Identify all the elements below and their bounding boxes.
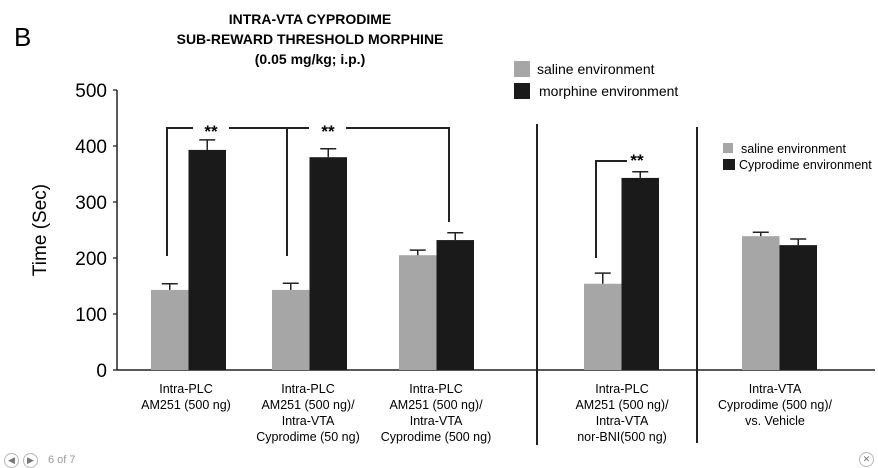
category-label-line: Intra-PLC	[281, 382, 335, 396]
prev-button[interactable]: ◀	[4, 452, 19, 468]
y-tick-label: 400	[75, 137, 107, 158]
category-label-line: AM251 (500 ng)/	[261, 398, 355, 412]
y-tick-label: 500	[75, 81, 107, 102]
y-tick-label: 0	[96, 361, 107, 382]
viewer-nav: ◀ ▶ 6 of 7	[4, 452, 76, 468]
bar	[399, 255, 437, 370]
significance-bracket	[595, 160, 627, 258]
category-label-line: Intra-PLC	[159, 382, 213, 396]
chart-title-line-1: INTRA-VTA CYPRODIME	[229, 11, 392, 27]
category-label-line: vs. Vehicle	[745, 414, 805, 428]
bar	[742, 236, 780, 370]
bar	[621, 177, 659, 370]
significance-stars: **	[630, 151, 644, 170]
category-label-line: AM251 (500 ng)/	[575, 398, 669, 412]
legend2-label-cyprodime: Cyprodime environment	[739, 158, 872, 172]
arrow-right-icon: ▶	[27, 454, 34, 465]
legend2-swatch-cyprodime	[723, 159, 735, 170]
y-tick-label: 100	[75, 305, 107, 326]
chart-title-line-2: SUB-REWARD THRESHOLD MORPHINE	[177, 31, 444, 47]
bar	[309, 157, 347, 370]
significance-stars: **	[321, 122, 335, 141]
category-label-line: Intra-VTA	[282, 414, 335, 428]
bar	[272, 289, 310, 370]
category-label-line: AM251 (500 ng)	[141, 398, 231, 412]
category-label-line: Intra-PLC	[409, 382, 463, 396]
category-label-line: Intra-PLC	[595, 382, 649, 396]
legend-swatch-morphine	[514, 83, 530, 99]
legend-swatch-saline	[514, 61, 530, 77]
significance-bracket	[166, 127, 193, 256]
significance-stars: **	[204, 122, 218, 141]
y-tick-label: 200	[75, 249, 107, 270]
bar	[779, 245, 817, 370]
bar	[584, 283, 622, 370]
page-indicator: 6 of 7	[48, 454, 76, 466]
next-button[interactable]: ▶	[23, 452, 38, 468]
category-label-line: Intra-VTA	[749, 382, 802, 396]
category-label-line: Cyprodime (500 ng)	[381, 430, 491, 444]
legend2-label-saline: saline environment	[741, 142, 846, 156]
category-label-line: Intra-VTA	[410, 414, 463, 428]
category-label-line: nor-BNI(500 ng)	[577, 430, 667, 444]
significance-bracket	[346, 127, 450, 222]
y-tick-label: 300	[75, 193, 107, 214]
panel-letter: B	[14, 22, 31, 52]
category-label-line: AM251 (500 ng)/	[389, 398, 483, 412]
bar	[151, 289, 189, 370]
y-axis-label: Time (Sec)	[30, 184, 51, 276]
category-label-line: Cyprodime (500 ng)/	[718, 398, 832, 412]
bar	[188, 149, 226, 370]
arrow-left-icon: ◀	[8, 454, 15, 465]
legend-label-saline: saline environment	[537, 61, 655, 77]
legend-label-morphine: morphine environment	[539, 83, 678, 99]
legend2-swatch-saline	[723, 143, 733, 153]
close-icon: ✕	[862, 454, 871, 464]
bar	[436, 240, 474, 370]
category-label-line: Intra-VTA	[596, 414, 649, 428]
category-label-line: Cyprodime (50 ng)	[256, 430, 360, 444]
chart-title-line-3: (0.05 mg/kg; i.p.)	[255, 51, 365, 67]
